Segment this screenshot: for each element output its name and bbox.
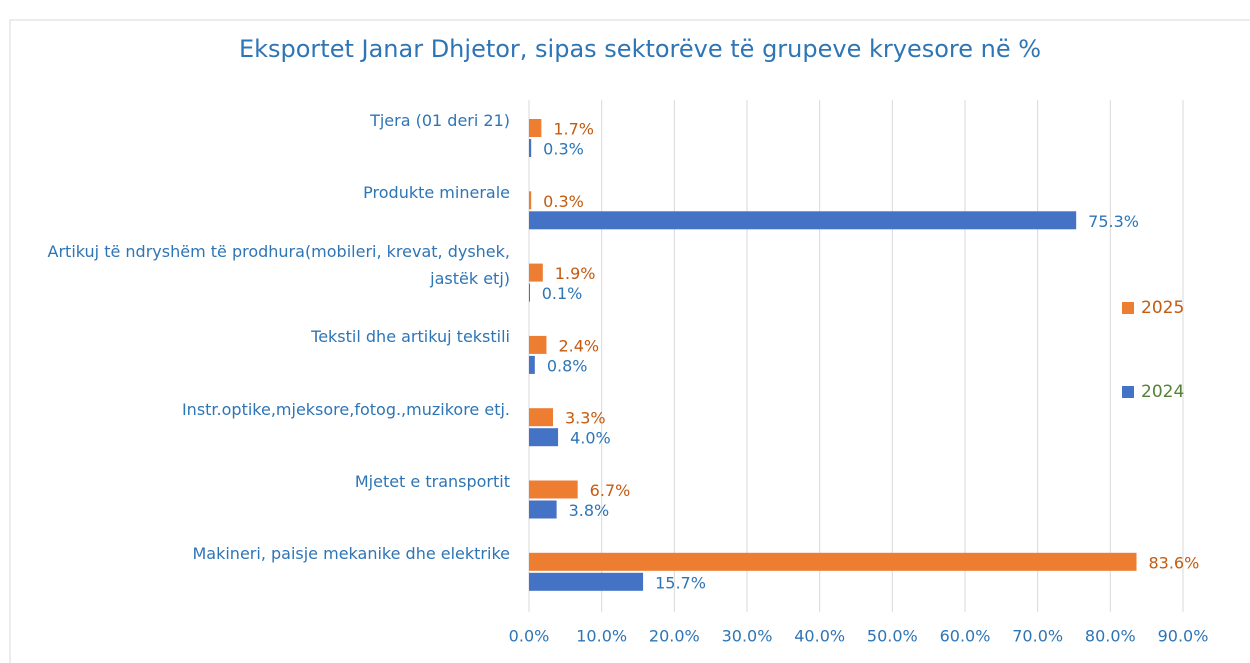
category-label: Artikuj të ndryshëm të prodhura(mobileri… <box>30 235 510 295</box>
x-tick-label: 70.0% <box>1012 627 1063 646</box>
bar <box>529 500 557 519</box>
value-label: 2.4% <box>558 336 599 355</box>
chart-title: Eksportet Janar Dhjetor, sipas sektorëve… <box>239 35 1041 63</box>
value-label: 15.7% <box>655 573 706 592</box>
value-label: 75.3% <box>1088 212 1139 231</box>
bar <box>529 480 578 499</box>
category-text: Artikuj të ndryshëm të prodhura(mobileri… <box>47 241 510 288</box>
value-label: 1.9% <box>555 264 596 283</box>
x-tick-label: 50.0% <box>867 627 918 646</box>
value-label: 0.3% <box>543 140 584 159</box>
bar <box>529 355 535 374</box>
legend-label: 2024 <box>1141 382 1184 402</box>
bar <box>529 191 532 210</box>
bar <box>529 211 1077 230</box>
bar <box>529 572 644 591</box>
x-tick-label: 20.0% <box>649 627 700 646</box>
category-label: Mjetet e transportit <box>30 452 510 512</box>
value-label: 4.0% <box>570 429 611 448</box>
legend-label: 2025 <box>1141 298 1184 318</box>
x-tick-label: 90.0% <box>1158 627 1209 646</box>
legend-swatch <box>1122 302 1134 314</box>
value-label: 3.8% <box>569 501 610 520</box>
category-label: Instr.optike,mjeksore,fotog.,muzikore et… <box>30 379 510 439</box>
category-text: Instr.optike,mjeksore,fotog.,muzikore et… <box>181 399 510 419</box>
value-label: 1.7% <box>553 120 594 139</box>
value-label: 0.8% <box>547 356 588 375</box>
value-label: 83.6% <box>1148 553 1199 572</box>
bar <box>529 283 530 302</box>
x-tick-label: 40.0% <box>794 627 845 646</box>
value-label: 3.3% <box>565 409 606 428</box>
category-label: Makineri, paisje mekanike dhe elektrike <box>30 524 510 584</box>
bar <box>529 139 532 157</box>
category-text: Mjetet e transportit <box>354 472 510 491</box>
category-text: Tekstil dhe artikuj tekstili <box>311 327 510 347</box>
category-text: Tjera (01 deri 21) <box>370 110 510 130</box>
x-tick-label: 10.0% <box>576 627 627 646</box>
x-tick-label: 60.0% <box>940 627 991 646</box>
bar <box>529 552 1137 571</box>
bar <box>529 263 543 282</box>
value-label: 0.1% <box>542 284 583 303</box>
category-label: Tjera (01 deri 21) <box>30 90 510 150</box>
bar <box>529 428 559 447</box>
bar <box>529 119 542 137</box>
bar <box>529 335 547 354</box>
category-text: Makineri, paisje mekanike dhe elektrike <box>192 544 510 564</box>
x-tick-label: 80.0% <box>1085 627 1136 646</box>
legend-swatch <box>1122 386 1134 398</box>
bar <box>529 408 553 427</box>
category-label: Tekstil dhe artikuj tekstili <box>30 307 510 367</box>
value-label: 6.7% <box>590 481 631 500</box>
x-tick-label: 30.0% <box>722 627 773 646</box>
category-label: Produkte minerale <box>30 162 510 222</box>
category-text: Produkte minerale <box>363 182 510 202</box>
value-label: 0.3% <box>543 192 584 211</box>
x-tick-label: 0.0% <box>509 627 550 646</box>
